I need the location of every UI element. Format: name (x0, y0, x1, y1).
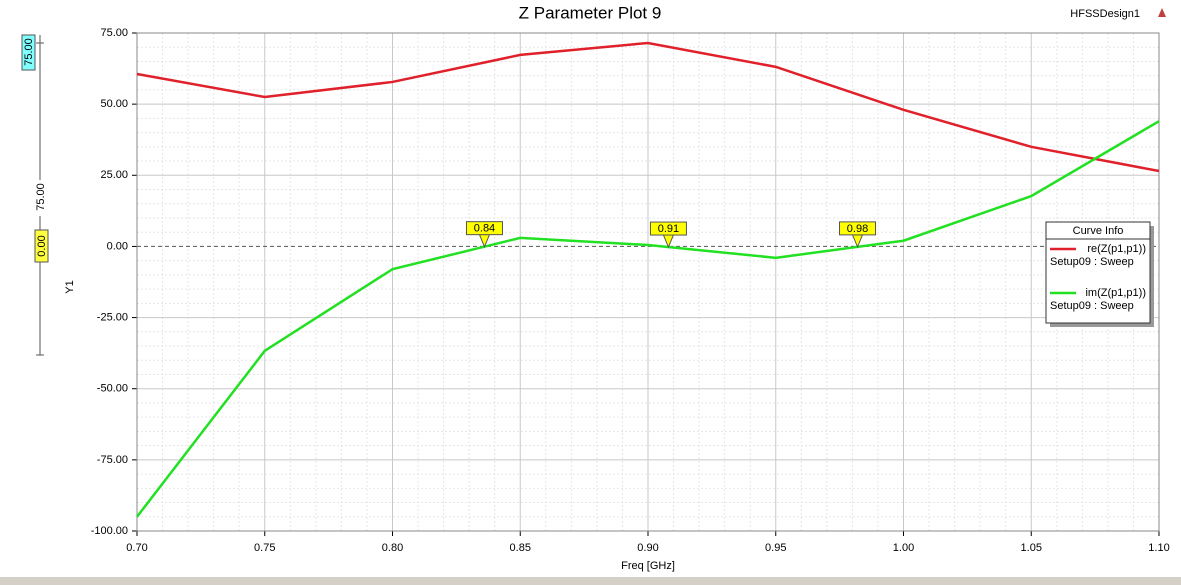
y-tick-label: -75.00 (97, 454, 128, 466)
y-tick-label: 0.00 (107, 240, 128, 252)
x-tick-label: 1.00 (893, 542, 914, 554)
y-tick-label: -50.00 (97, 383, 128, 395)
legend-entry: re(Z(p1,p1)) (1087, 243, 1146, 255)
marker-box (839, 221, 877, 236)
x-tick-label: 0.75 (254, 542, 275, 554)
app-icon (1158, 8, 1166, 17)
cursor-top: 75.00 (23, 38, 35, 66)
marker-pointer (851, 234, 864, 249)
marker-label: 0.84 (474, 223, 495, 235)
y-axis-label: Y1 (64, 280, 76, 293)
cursor-span-bg (36, 180, 45, 216)
x-tick-label: 1.10 (1148, 542, 1169, 554)
y-tick-label: -100.00 (91, 525, 128, 537)
series-line (136, 120, 1160, 518)
legend-entry: im(Z(p1,p1)) (1085, 287, 1146, 299)
x-tick-label: 0.70 (126, 542, 147, 554)
marker-label: 0.91 (658, 223, 679, 235)
cursor-span: 75.00 (35, 183, 47, 211)
cursor-reference: 0.00 (36, 235, 48, 256)
marker-box (465, 221, 503, 236)
plot-frame (136, 32, 1160, 532)
y-tick-label: 25.00 (100, 169, 128, 181)
x-tick-label: 0.85 (510, 542, 531, 554)
cursor-ref-box (34, 229, 49, 263)
x-tick-label: 0.90 (637, 542, 658, 554)
x-tick-label: 0.80 (382, 542, 403, 554)
legend-title: Curve Info (1073, 225, 1124, 237)
y-tick-label: -25.00 (97, 311, 128, 323)
marker-pointer (662, 234, 675, 249)
marker-label: 0.98 (847, 223, 868, 235)
chart-title: Z Parameter Plot 9 (519, 3, 662, 22)
legend-solution: Setup09 : Sweep (1050, 256, 1134, 268)
x-tick-label: 0.95 (765, 542, 786, 554)
status-strip (0, 577, 1181, 585)
cursor-top-box (21, 34, 36, 71)
design-name: HFSSDesign1 (1070, 8, 1140, 20)
marker-box (649, 221, 687, 236)
series-line (136, 41, 1160, 173)
legend-solution: Setup09 : Sweep (1050, 300, 1134, 312)
x-tick-label: 1.05 (1021, 542, 1042, 554)
y-tick-label: 50.00 (100, 98, 128, 110)
x-axis-label: Freq [GHz] (621, 560, 675, 572)
y-tick-label: 75.00 (100, 27, 128, 39)
